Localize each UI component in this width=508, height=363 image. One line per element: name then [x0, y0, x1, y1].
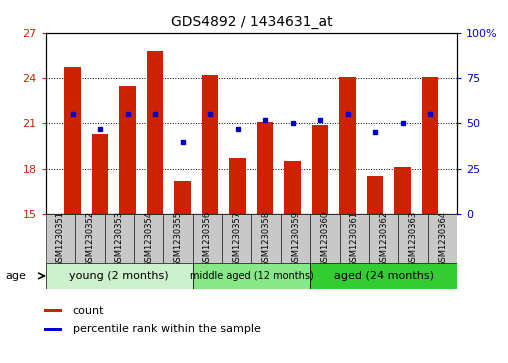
Bar — [174, 181, 191, 214]
Text: age: age — [5, 271, 26, 281]
Text: aged (24 months): aged (24 months) — [334, 271, 434, 281]
Bar — [422, 77, 438, 214]
Bar — [147, 51, 164, 214]
Bar — [163, 214, 193, 263]
Text: GSM1230356: GSM1230356 — [203, 211, 212, 267]
Text: young (2 months): young (2 months) — [70, 271, 169, 281]
Text: GSM1230362: GSM1230362 — [379, 211, 388, 267]
Text: GSM1230361: GSM1230361 — [350, 211, 359, 267]
Text: percentile rank within the sample: percentile rank within the sample — [73, 325, 261, 334]
Bar — [193, 214, 222, 263]
Text: GSM1230354: GSM1230354 — [144, 211, 153, 267]
Bar — [222, 214, 251, 263]
Bar — [339, 77, 356, 214]
Text: GDS4892 / 1434631_at: GDS4892 / 1434631_at — [171, 15, 332, 29]
Bar — [75, 214, 105, 263]
Bar — [119, 86, 136, 214]
Bar — [251, 214, 281, 263]
Bar — [65, 68, 81, 214]
Text: GSM1230364: GSM1230364 — [438, 211, 447, 267]
Text: GSM1230359: GSM1230359 — [291, 211, 300, 267]
Bar — [428, 214, 457, 263]
Bar — [202, 75, 218, 214]
Bar — [46, 263, 193, 289]
Bar — [312, 125, 329, 214]
Bar — [369, 214, 398, 263]
Text: GSM1230358: GSM1230358 — [262, 211, 271, 267]
Text: GSM1230355: GSM1230355 — [173, 211, 182, 267]
Text: GSM1230353: GSM1230353 — [115, 211, 124, 267]
Bar — [134, 214, 163, 263]
Bar — [44, 309, 62, 312]
Bar — [281, 214, 310, 263]
Bar — [193, 263, 310, 289]
Bar — [44, 328, 62, 331]
Text: GSM1230352: GSM1230352 — [85, 211, 94, 267]
Text: middle aged (12 months): middle aged (12 months) — [189, 271, 313, 281]
Text: GSM1230351: GSM1230351 — [56, 211, 65, 267]
Bar — [284, 161, 301, 214]
Text: GSM1230357: GSM1230357 — [232, 211, 241, 267]
Bar — [340, 214, 369, 263]
Bar — [92, 134, 108, 214]
Bar — [310, 263, 457, 289]
Bar — [310, 214, 340, 263]
Bar — [257, 122, 273, 214]
Bar — [398, 214, 428, 263]
Bar — [230, 158, 246, 214]
Text: GSM1230360: GSM1230360 — [321, 211, 330, 267]
Bar — [367, 176, 384, 214]
Bar — [395, 167, 411, 214]
Bar — [46, 214, 75, 263]
Text: GSM1230363: GSM1230363 — [408, 211, 418, 267]
Bar — [105, 214, 134, 263]
Text: count: count — [73, 306, 104, 315]
